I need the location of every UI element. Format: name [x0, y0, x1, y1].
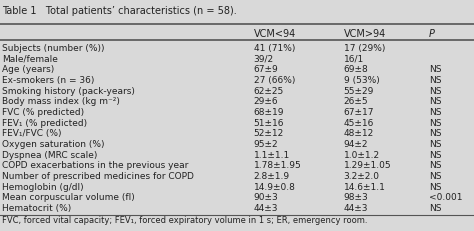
Text: 1.29±1.05: 1.29±1.05 [344, 161, 391, 170]
Text: NS: NS [429, 140, 441, 149]
Text: NS: NS [429, 119, 441, 128]
Text: FVC, forced vital capacity; FEV₁, forced expiratory volume in 1 s; ER, emergency: FVC, forced vital capacity; FEV₁, forced… [2, 216, 368, 225]
Text: 67±9: 67±9 [254, 65, 278, 74]
Text: 62±25: 62±25 [254, 87, 284, 96]
Text: NS: NS [429, 65, 441, 74]
Text: 45±16: 45±16 [344, 119, 374, 128]
Text: NS: NS [429, 161, 441, 170]
Text: 14.9±0.8: 14.9±0.8 [254, 183, 295, 192]
Text: 44±3: 44±3 [344, 204, 368, 213]
Text: 3.2±2.0: 3.2±2.0 [344, 172, 380, 181]
Text: 69±8: 69±8 [344, 65, 368, 74]
Text: Ex-smokers (n = 36): Ex-smokers (n = 36) [2, 76, 95, 85]
Text: Dyspnea (MRC scale): Dyspnea (MRC scale) [2, 151, 98, 160]
Text: 27 (66%): 27 (66%) [254, 76, 295, 85]
Text: Male/female: Male/female [2, 55, 58, 64]
Text: VCM>94: VCM>94 [344, 29, 386, 39]
Text: NS: NS [429, 129, 441, 138]
Text: 39/2: 39/2 [254, 55, 273, 64]
Text: NS: NS [429, 76, 441, 85]
Text: 1.1±1.1: 1.1±1.1 [254, 151, 290, 160]
Text: 48±12: 48±12 [344, 129, 374, 138]
Text: Oxygen saturation (%): Oxygen saturation (%) [2, 140, 105, 149]
Text: NS: NS [429, 172, 441, 181]
Text: Hemoglobin (g/dl): Hemoglobin (g/dl) [2, 183, 84, 192]
Text: Age (years): Age (years) [2, 65, 55, 74]
Text: NS: NS [429, 108, 441, 117]
Text: 1.0±1.2: 1.0±1.2 [344, 151, 380, 160]
Text: 29±6: 29±6 [254, 97, 278, 106]
Text: 41 (71%): 41 (71%) [254, 44, 295, 53]
Text: 16/1: 16/1 [344, 55, 364, 64]
Text: Body mass index (kg m⁻²): Body mass index (kg m⁻²) [2, 97, 120, 106]
Text: 94±2: 94±2 [344, 140, 368, 149]
Text: NS: NS [429, 87, 441, 96]
Text: 51±16: 51±16 [254, 119, 284, 128]
Text: 14.6±1.1: 14.6±1.1 [344, 183, 385, 192]
Text: Hematocrit (%): Hematocrit (%) [2, 204, 72, 213]
Text: 95±2: 95±2 [254, 140, 278, 149]
Text: 98±3: 98±3 [344, 193, 368, 202]
Text: NS: NS [429, 97, 441, 106]
Text: Number of prescribed medicines for COPD: Number of prescribed medicines for COPD [2, 172, 194, 181]
Text: NS: NS [429, 204, 441, 213]
Text: P: P [429, 29, 435, 39]
Text: <0.001: <0.001 [429, 193, 463, 202]
Text: 67±17: 67±17 [344, 108, 374, 117]
Text: 44±3: 44±3 [254, 204, 278, 213]
Text: NS: NS [429, 151, 441, 160]
Text: VCM<94: VCM<94 [254, 29, 296, 39]
Text: FEV₁/FVC (%): FEV₁/FVC (%) [2, 129, 62, 138]
Text: NS: NS [429, 183, 441, 192]
Text: 52±12: 52±12 [254, 129, 284, 138]
Text: Mean corpuscular volume (fl): Mean corpuscular volume (fl) [2, 193, 135, 202]
Text: FVC (% predicted): FVC (% predicted) [2, 108, 84, 117]
Text: COPD exacerbations in the previous year: COPD exacerbations in the previous year [2, 161, 189, 170]
Text: 1.78±1.95: 1.78±1.95 [254, 161, 301, 170]
Text: FEV₁ (% predicted): FEV₁ (% predicted) [2, 119, 88, 128]
Text: Table 1   Total patients’ characteristics (n = 58).: Table 1 Total patients’ characteristics … [2, 6, 237, 16]
Text: 9 (53%): 9 (53%) [344, 76, 379, 85]
Text: 26±5: 26±5 [344, 97, 368, 106]
Text: 55±29: 55±29 [344, 87, 374, 96]
Text: 17 (29%): 17 (29%) [344, 44, 385, 53]
Text: 90±3: 90±3 [254, 193, 278, 202]
Text: 2.8±1.9: 2.8±1.9 [254, 172, 290, 181]
Text: 68±19: 68±19 [254, 108, 284, 117]
Text: Subjects (number (%)): Subjects (number (%)) [2, 44, 105, 53]
Text: Smoking history (pack-years): Smoking history (pack-years) [2, 87, 135, 96]
